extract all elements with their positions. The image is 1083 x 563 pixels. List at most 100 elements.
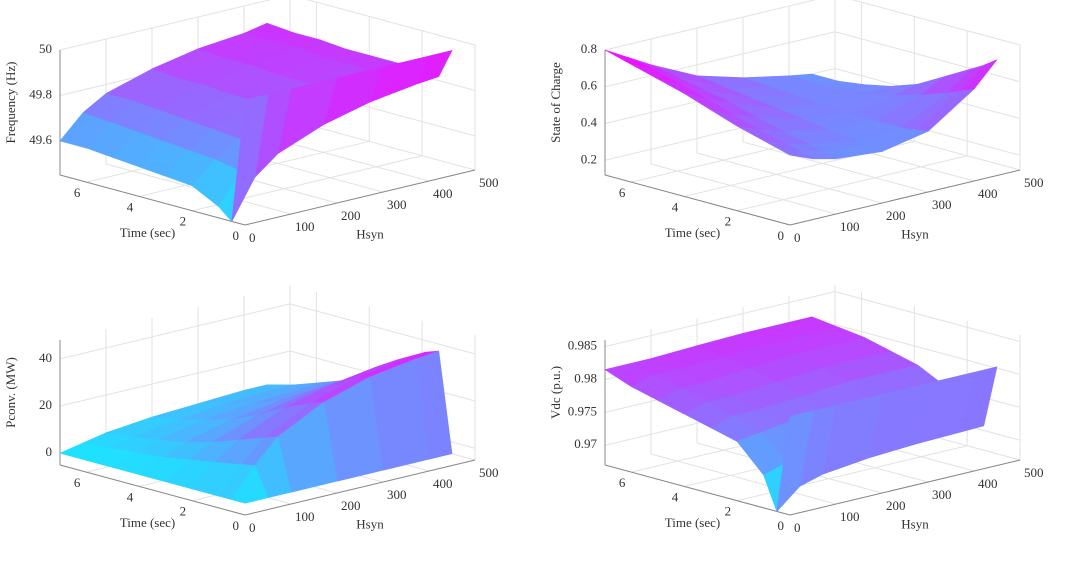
z-tick-label: 0.4	[581, 115, 598, 130]
y-tick-label: 100	[295, 509, 315, 524]
grid-line	[604, 291, 836, 348]
axis-line	[604, 464, 791, 516]
surface-cell	[776, 410, 814, 513]
z-tick-label: 0.8	[581, 41, 597, 56]
y-tick-label: 200	[886, 498, 906, 513]
grid-line	[289, 303, 476, 355]
y-tick-label: 200	[341, 208, 361, 223]
z-tick-label: 40	[39, 350, 52, 365]
y-tick-label: 200	[341, 498, 361, 513]
x-tick-label: 6	[74, 185, 81, 200]
surface-cell	[231, 465, 269, 504]
surface-cell	[231, 94, 269, 222]
grid-line	[59, 303, 291, 360]
z-tick-label: 0.98	[574, 370, 597, 385]
grid-line	[59, 0, 272, 51]
z-axis-label: State of Charge	[548, 62, 563, 143]
y-tick-label: 500	[1024, 175, 1044, 190]
grid-line	[834, 291, 1021, 343]
y-tick-label: 0	[794, 520, 801, 535]
axis-line	[789, 459, 1021, 516]
x-tick-label: 6	[619, 185, 626, 200]
y-tick-label: 0	[249, 520, 256, 535]
z-tick-label: 20	[39, 397, 52, 412]
grid-line	[604, 0, 817, 51]
x-tick-label: 2	[180, 504, 187, 519]
y-tick-label: 400	[433, 476, 453, 491]
x-axis-label: Time (sec)	[120, 515, 176, 530]
z-axis-label: Vdc (p.u.)	[548, 366, 563, 419]
x-axis-label: Time (sec)	[665, 225, 721, 240]
y-tick-label: 500	[1024, 465, 1044, 480]
z-tick-label: 0	[46, 444, 53, 459]
z-tick-label: 0.97	[574, 436, 597, 451]
grid-line	[737, 155, 968, 212]
z-tick-label: 49.6	[29, 132, 52, 147]
y-tick-label: 0	[249, 230, 256, 245]
grid-line	[851, 0, 1021, 46]
grid-line	[650, 163, 837, 215]
x-tick-label: 0	[233, 228, 240, 243]
y-axis-label: Hsyn	[901, 516, 929, 531]
x-tick-label: 2	[180, 214, 187, 229]
x-tick-label: 0	[778, 228, 785, 243]
y-tick-label: 300	[387, 197, 407, 212]
x-tick-label: 4	[672, 199, 679, 214]
x-tick-label: 4	[127, 489, 134, 504]
x-tick-label: 0	[233, 518, 240, 533]
y-tick-label: 200	[886, 208, 906, 223]
axis-line	[604, 174, 791, 226]
axis-line	[244, 459, 476, 516]
y-axis-label: Hsyn	[356, 516, 384, 531]
z-tick-label: 0.975	[568, 403, 597, 418]
y-tick-label: 500	[479, 175, 499, 190]
y-axis-label: Hsyn	[901, 226, 929, 241]
surface-plot: 0 2 4 6 0 100 200 300 400 500 0.97 0.975 0.98 0.985 Ti…	[548, 285, 1044, 535]
grid-line	[604, 31, 836, 88]
grid-line	[289, 119, 476, 171]
z-axis-label: Frequency (Hz)	[3, 62, 18, 144]
axis-line	[59, 464, 246, 516]
x-tick-label: 6	[619, 475, 626, 490]
axis-line	[789, 169, 1021, 226]
x-tick-label: 4	[127, 199, 134, 214]
z-tick-label: 0.985	[568, 338, 597, 353]
z-tick-label: 0.2	[581, 151, 597, 166]
y-tick-label: 300	[932, 487, 952, 502]
y-tick-label: 100	[295, 219, 315, 234]
grid-line	[834, 31, 1021, 83]
z-axis-label: Pconv. (MW)	[3, 357, 18, 428]
y-tick-label: 500	[479, 465, 499, 480]
z-tick-label: 49.8	[29, 86, 52, 101]
grid-line	[696, 152, 883, 204]
y-tick-label: 100	[840, 509, 860, 524]
grid-line	[306, 0, 476, 46]
z-tick-label: 0.6	[581, 78, 598, 93]
y-tick-label: 400	[433, 186, 453, 201]
axis-line	[244, 169, 476, 226]
x-tick-label: 2	[725, 504, 732, 519]
surface-cell	[776, 147, 814, 160]
x-tick-label: 0	[778, 518, 785, 533]
axis-line	[59, 174, 246, 226]
surface-cell	[604, 49, 655, 71]
grid-line	[834, 323, 1021, 375]
y-tick-label: 300	[932, 197, 952, 212]
y-axis-label: Hsyn	[356, 226, 384, 241]
x-axis-label: Time (sec)	[665, 515, 721, 530]
y-tick-label: 400	[978, 476, 998, 491]
x-axis-label: Time (sec)	[120, 225, 176, 240]
y-tick-label: 400	[978, 186, 998, 201]
grid-line	[742, 141, 929, 193]
x-tick-label: 2	[725, 214, 732, 229]
z-tick-label: 50	[39, 41, 52, 56]
surface-plot: 0 2 4 6 0 100 200 300 400 500 0.2 0.4 0.6 0.8 Time (se…	[548, 0, 1044, 245]
y-tick-label: 100	[840, 219, 860, 234]
grid-line	[650, 453, 837, 505]
y-tick-label: 300	[387, 487, 407, 502]
y-tick-label: 0	[794, 230, 801, 245]
surface-plot: 0 2 4 6 0 100 200 300 400 500 0 20 40 Time (sec) Hsyn P…	[3, 285, 499, 535]
surface-plot: 0 2 4 6 0 100 200 300 400 500 49.6 49.8 50 Time (sec)…	[3, 0, 499, 245]
x-tick-label: 6	[74, 475, 81, 490]
